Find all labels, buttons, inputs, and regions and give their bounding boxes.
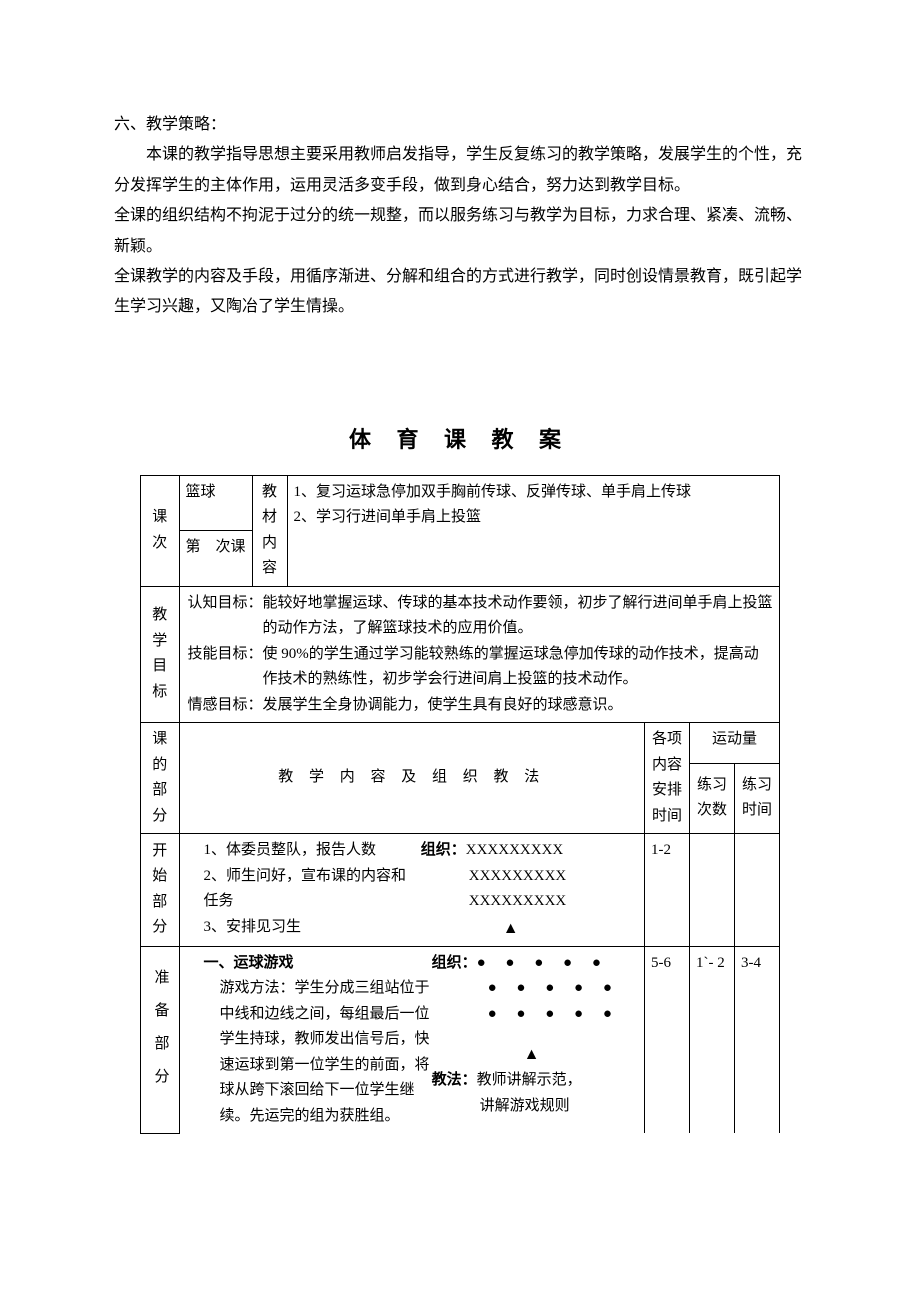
lesson-number: 第 次课 — [179, 531, 252, 587]
material-content: 1、复习运球急停加双手胸前传球、反弹传球、单手肩上传球 2、学习行进间单手肩上投… — [287, 475, 780, 586]
prep-dots-row3: ● ● ● ● ● — [432, 1002, 638, 1028]
start-org-row2: XXXXXXXXX — [421, 864, 638, 890]
start-time: 1-2 — [645, 834, 690, 947]
main-title: 体 育 课 教 案 — [114, 419, 806, 461]
start-reps — [690, 834, 735, 947]
goal1-text: 能较好地掌握运球、传球的基本技术动作要领，初步了解行进间单手肩上投篮的动作方法，… — [263, 591, 773, 642]
prep-content: 一、运球游戏 游戏方法：学生分成三组站位于中线和边线之间，每组最后一位学生持球，… — [179, 946, 645, 1133]
intro-p2: 全课的组织结构不拘泥于过分的统一规整，而以服务练习与教学为目标，力求合理、紧凑、… — [114, 201, 806, 262]
side-label-goals: 教学目标 — [141, 586, 180, 723]
side-label-prep: 准备部分 — [141, 946, 180, 1133]
start-line1: 1、体委员整队，报告人数 — [204, 838, 421, 864]
goal2-label: 技能目标： — [188, 642, 263, 693]
prep-duration: 3-4 — [735, 946, 780, 1133]
intro-heading: 六、教学策略： — [114, 110, 806, 140]
prep-time: 5-6 — [645, 946, 690, 1133]
prep-dots-row1: ● ● ● ● ● — [477, 955, 609, 971]
prep-method-label: 教法： — [432, 1072, 477, 1088]
prep-method-line2: 讲解游戏规则 — [432, 1094, 638, 1120]
start-duration — [735, 834, 780, 947]
material-label: 教材内容 — [252, 475, 287, 586]
prep-dots-row2: ● ● ● ● ● — [432, 976, 638, 1002]
intro-p3: 全课教学的内容及手段，用循序渐进、分解和组合的方式进行教学，同时创设情景教育，既… — [114, 262, 806, 323]
goal3-label: 情感目标： — [188, 693, 263, 719]
side-label-lesson-no: 课次 — [141, 475, 180, 586]
reps-header: 练习次数 — [690, 763, 735, 833]
side-label-start: 开始部分 — [141, 834, 180, 947]
goal1-label: 认知目标： — [188, 591, 263, 642]
prep-org-label: 组织： — [432, 955, 477, 971]
prep-body: 游戏方法：学生分成三组站位于中线和边线之间，每组最后一位学生持球，教师发出信号后… — [204, 976, 432, 1129]
intro-p1: 本课的教学指导思想主要采用教师启发指导，学生反复练习的教学策略，发展学生的个性，… — [114, 140, 806, 201]
prep-triangle-icon: ▲ — [432, 1041, 638, 1068]
start-org-label: 组织： — [421, 842, 466, 858]
content-header: 教 学 内 容 及 组 织 教 法 — [179, 723, 645, 834]
start-org-row3: XXXXXXXXX — [421, 889, 638, 915]
prep-h1: 一、运球游戏 — [204, 951, 432, 977]
start-org-row1: XXXXXXXXX — [466, 842, 564, 858]
time-header: 各项内容安排时间 — [645, 723, 690, 834]
prep-reps: 1`- 2 — [690, 946, 735, 1133]
subject-cell: 篮球 — [179, 475, 252, 531]
start-line3: 3、安排见习生 — [204, 915, 421, 941]
goals-content: 认知目标： 能较好地掌握运球、传球的基本技术动作要领，初步了解行进间单手肩上投篮… — [179, 586, 780, 723]
duration-header: 练习时间 — [735, 763, 780, 833]
lesson-plan-table: 课次 篮球 教材内容 1、复习运球急停加双手胸前传球、反弹传球、单手肩上传球 2… — [140, 475, 780, 1134]
goal2-text: 使 90%的学生通过学习能较熟练的掌握运球急停加传球的动作技术，提高动作技术的熟… — [263, 642, 773, 693]
goal3-text: 发展学生全身协调能力，使学生具有良好的球感意识。 — [263, 693, 623, 719]
workload-header: 运动量 — [690, 723, 780, 764]
material-line1: 1、复习运球急停加双手胸前传球、反弹传球、单手肩上传球 — [294, 480, 774, 506]
material-line2: 2、学习行进间单手肩上投篮 — [294, 505, 774, 531]
prep-method-line1: 教师讲解示范， — [477, 1072, 582, 1088]
start-triangle-icon: ▲ — [421, 915, 638, 942]
side-label-part: 课的部分 — [141, 723, 180, 834]
start-line2: 2、师生问好，宣布课的内容和任务 — [204, 864, 421, 915]
start-content: 1、体委员整队，报告人数 2、师生问好，宣布课的内容和任务 3、安排见习生 组织… — [179, 834, 645, 947]
